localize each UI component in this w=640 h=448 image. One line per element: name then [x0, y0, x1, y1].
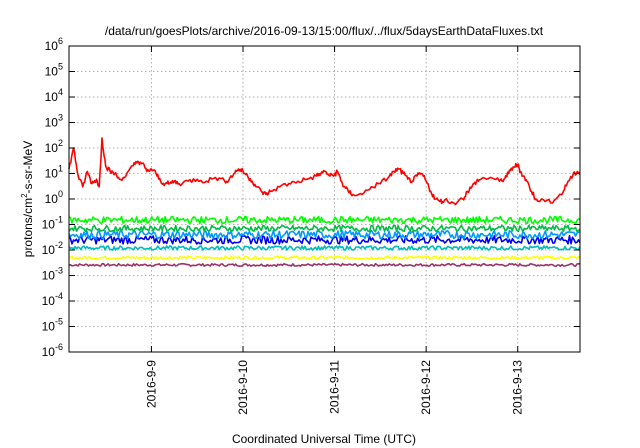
y-tick-base: 10: [42, 345, 56, 359]
y-tick-label: 10-3: [42, 266, 63, 283]
y-tick-label: 102: [45, 138, 63, 155]
y-tick-exp: -6: [55, 342, 63, 352]
y-tick-label: 100: [45, 189, 63, 206]
x-tick-label: 2016-9-13: [511, 360, 525, 415]
y-tick-exp: 2: [58, 138, 63, 148]
series-layer: [68, 137, 581, 268]
series-line: [68, 137, 581, 206]
y-tick-exp: 1: [58, 164, 63, 174]
y-tick-label: 10-5: [42, 317, 63, 334]
y-axis: 10-610-510-410-310-210-11001011021031041…: [42, 36, 580, 359]
y-tick-label: 106: [45, 36, 63, 53]
y-tick-base: 10: [45, 116, 59, 130]
x-axis: 2016-9-9 2016-9-10 2016-9-11 2016-9-12 2016-…: [144, 46, 525, 415]
series-line: [68, 255, 581, 261]
y-tick-exp: 3: [58, 113, 63, 123]
y-tick-exp: 0: [58, 189, 63, 199]
y-tick-label: 10-2: [42, 240, 63, 257]
x-axis-label: Coordinated Universal Time (UTC): [232, 432, 416, 446]
y-tick-label: 10-6: [42, 342, 63, 359]
series-line: [68, 229, 581, 240]
grid: [69, 46, 580, 352]
y-tick-base: 10: [45, 192, 59, 206]
y-tick-label: 10-1: [42, 215, 63, 232]
y-tick-label: 104: [45, 87, 63, 104]
y-tick-base: 10: [42, 294, 56, 308]
y-tick-base: 10: [42, 243, 56, 257]
y-axis-label-base: protons/cm: [21, 198, 35, 257]
series-line: [68, 262, 581, 268]
chart-title: /data/run/goesPlots/archive/2016-09-13/1…: [105, 24, 544, 38]
y-tick-exp: -2: [55, 240, 63, 250]
y-tick-base: 10: [45, 39, 59, 53]
y-tick-exp: -1: [55, 215, 63, 225]
y-tick-base: 10: [42, 320, 56, 334]
y-tick-base: 10: [45, 141, 59, 155]
y-tick-base: 10: [45, 90, 59, 104]
y-tick-exp: 6: [58, 36, 63, 46]
y-tick-exp: 5: [58, 62, 63, 72]
series-line: [68, 224, 581, 233]
y-axis-label: protons/cm2-s-sr-MeV: [20, 141, 35, 257]
y-tick-exp: 4: [58, 87, 63, 97]
y-tick-label: 103: [45, 113, 63, 130]
series-line: [68, 235, 581, 245]
y-tick-exp: -4: [55, 291, 63, 301]
y-tick-label: 105: [45, 62, 63, 79]
y-axis-label-rest: -s-sr-MeV: [21, 141, 35, 194]
y-tick-exp: -5: [55, 317, 63, 327]
y-axis-label-sup: 2: [20, 193, 29, 198]
series-line: [68, 245, 581, 251]
y-tick-base: 10: [42, 269, 56, 283]
x-tick-label: 2016-9-12: [419, 360, 433, 415]
y-tick-label: 101: [45, 164, 63, 181]
y-tick-base: 10: [42, 218, 56, 232]
x-tick-label: 2016-9-9: [144, 360, 158, 408]
y-tick-base: 10: [45, 65, 59, 79]
series-line: [68, 215, 581, 225]
y-tick-label: 10-4: [42, 291, 63, 308]
y-tick-base: 10: [45, 167, 59, 181]
y-tick-exp: -3: [55, 266, 63, 276]
x-tick-label: 2016-9-10: [236, 360, 250, 415]
x-tick-label: 2016-9-11: [328, 360, 342, 414]
